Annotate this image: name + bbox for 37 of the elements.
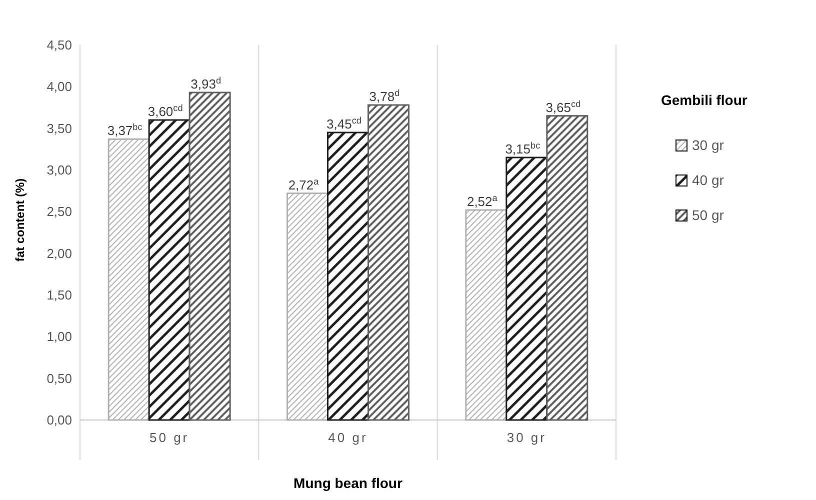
data-label: 3,37$^{bc}$ bbox=[107, 122, 143, 138]
legend-label: 40 gr bbox=[692, 172, 724, 188]
y-tick-label: 1,00 bbox=[46, 329, 72, 344]
bar bbox=[286, 192, 328, 421]
data-label: 2,52$^{a}$ bbox=[466, 193, 498, 209]
data-label: 3,15$^{bc}$ bbox=[505, 140, 541, 156]
y-tick-label: 0,00 bbox=[46, 412, 72, 428]
x-tick-label: 50 gr bbox=[150, 430, 190, 445]
bar bbox=[327, 132, 369, 421]
bar bbox=[188, 92, 231, 421]
data-label: 2,72$^{a}$ bbox=[288, 176, 320, 192]
y-tick-label: 4,50 bbox=[46, 38, 72, 53]
bar bbox=[506, 156, 548, 421]
x-tick-label: 40 gr bbox=[328, 430, 368, 445]
bar bbox=[368, 104, 410, 421]
y-tick-label: 4,00 bbox=[46, 79, 72, 94]
y-tick-label: 0,50 bbox=[46, 370, 72, 386]
y-tick-label: 2,00 bbox=[46, 246, 72, 261]
data-label: 3,78$^{d}$ bbox=[369, 88, 400, 104]
data-label: 3,60$^{cd}$ bbox=[148, 103, 183, 119]
legend-title: Gembili flour bbox=[661, 92, 748, 108]
bar bbox=[465, 209, 508, 421]
legend-label: 50 gr bbox=[692, 207, 724, 223]
y-tick-label: 1,50 bbox=[46, 288, 72, 303]
y-tick-label: 3,00 bbox=[46, 162, 72, 178]
data-label: 3,45$^{cd}$ bbox=[326, 116, 362, 132]
legend-label: 30 gr bbox=[692, 137, 724, 153]
y-tick-label: 3,50 bbox=[46, 120, 72, 136]
data-label: 3,65$^{cd}$ bbox=[546, 98, 581, 115]
x-tick-label: 30 gr bbox=[506, 430, 546, 445]
y-axis-title: fat content (%) bbox=[13, 178, 27, 262]
bar bbox=[546, 115, 588, 421]
x-axis-title: Mung bean flour bbox=[294, 475, 403, 491]
data-label: 3,93$^{d}$ bbox=[190, 76, 222, 92]
bar bbox=[108, 138, 150, 421]
bar bbox=[148, 119, 190, 421]
y-tick-label: 2,50 bbox=[46, 204, 72, 220]
